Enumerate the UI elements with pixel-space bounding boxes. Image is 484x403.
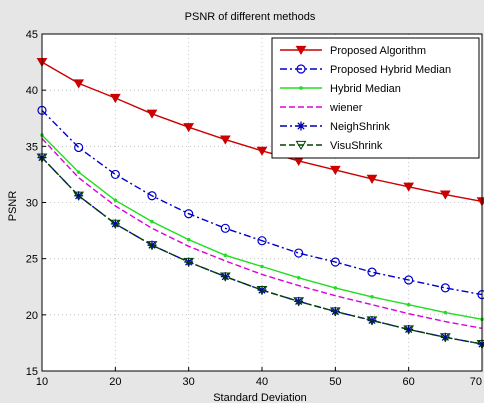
legend-marker: [299, 86, 303, 90]
x-tick-label: 50: [329, 376, 341, 388]
series-line: [41, 109, 483, 296]
data-point: [440, 332, 450, 342]
data-point: [109, 93, 121, 104]
data-point: [404, 324, 414, 334]
data-point: [73, 79, 85, 89]
chart-title: PSNR of different methods: [185, 11, 316, 23]
legend-label: NeighShrink: [330, 121, 390, 133]
y-tick-label: 35: [26, 141, 38, 153]
y-tick-label: 45: [26, 29, 38, 41]
data-point: [113, 198, 118, 203]
legend-marker: [295, 45, 307, 56]
x-tick-label: 40: [256, 376, 268, 388]
legend-entry: Proposed Algorithm: [280, 45, 426, 57]
data-point: [147, 240, 157, 250]
y-tick-label: 25: [26, 254, 38, 266]
data-point: [294, 248, 304, 258]
data-point: [256, 286, 268, 296]
legend-entry: NeighShrink: [280, 121, 390, 133]
x-tick-label: 70: [470, 376, 482, 388]
legend: Proposed Algorithm Proposed Hybrid Median…: [271, 37, 480, 159]
data-point: [440, 283, 450, 293]
data-point: [366, 174, 378, 184]
data-point: [406, 302, 411, 307]
data-point: [147, 191, 157, 201]
data-point: [296, 275, 301, 280]
data-point: [186, 237, 191, 242]
legend-label: wiener: [329, 102, 363, 114]
series-3: [41, 138, 483, 329]
legend-marker: [295, 140, 307, 151]
data-point: [443, 310, 448, 315]
data-point: [74, 142, 84, 153]
data-point: [219, 272, 231, 282]
series-line: [41, 138, 483, 329]
data-point: [257, 285, 267, 295]
legend-entry: Hybrid Median: [280, 83, 401, 95]
y-tick-label: 40: [26, 85, 38, 97]
x-tick-label: 30: [183, 376, 195, 388]
series-line: [41, 157, 483, 345]
legend-marker: [296, 64, 306, 74]
x-axis-label: Standard Deviation: [213, 392, 307, 403]
data-point: [366, 316, 378, 326]
data-point: [73, 191, 85, 201]
data-point: [219, 135, 231, 145]
data-point: [260, 264, 264, 269]
data-point: [403, 182, 415, 192]
data-point: [329, 307, 341, 317]
data-point: [220, 223, 230, 233]
data-point: [256, 146, 268, 156]
y-axis-label: PSNR: [7, 191, 19, 222]
data-point: [150, 219, 154, 224]
y-tick-label: 15: [26, 366, 38, 378]
data-point: [257, 236, 267, 246]
series-2: [40, 133, 484, 322]
data-point: [146, 241, 158, 251]
data-point: [183, 257, 195, 268]
data-point: [439, 190, 451, 200]
data-point: [146, 109, 158, 119]
x-tick-label: 10: [36, 376, 48, 388]
legend-entry: VisuShrink: [280, 140, 383, 152]
data-point: [404, 275, 414, 285]
data-point: [333, 286, 338, 290]
tick-labels: 10 20 30 40 50 60 70 15 20 25 30 35 40 45: [26, 29, 483, 388]
data-point: [370, 295, 374, 299]
data-point: [74, 191, 84, 201]
data-point: [329, 165, 341, 175]
data-point: [109, 219, 121, 229]
data-point: [183, 123, 195, 133]
x-tick-label: 20: [109, 376, 121, 388]
legend-label: Hybrid Median: [330, 83, 401, 95]
data-point: [184, 209, 194, 219]
legend-entry: wiener: [280, 102, 363, 114]
data-point: [293, 297, 305, 307]
legend-label: Proposed Algorithm: [330, 45, 426, 57]
legend-label: Proposed Hybrid Median: [330, 64, 451, 76]
data-point: [76, 170, 81, 174]
data-point: [223, 253, 228, 258]
data-point: [403, 325, 415, 335]
data-point: [330, 257, 340, 267]
data-point: [110, 169, 120, 180]
legend-entry: Proposed Hybrid Median: [280, 64, 451, 76]
y-tick-label: 20: [26, 310, 38, 322]
legend-marker: [296, 121, 306, 131]
y-tick-label: 30: [26, 198, 38, 210]
legend-label: VisuShrink: [330, 140, 383, 152]
data-point: [367, 267, 377, 277]
legend-box: [271, 37, 480, 159]
data-point: [439, 333, 451, 343]
x-tick-label: 60: [403, 376, 415, 388]
